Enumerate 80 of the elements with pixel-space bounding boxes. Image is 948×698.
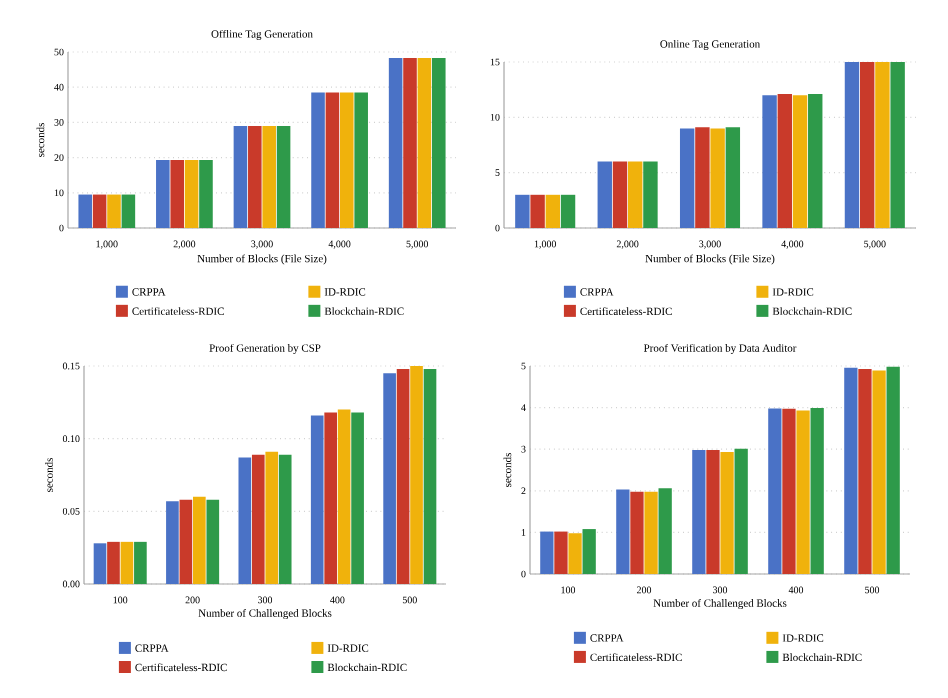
bar [859,61,875,228]
bar [431,57,446,228]
bar [734,448,748,574]
bar [340,92,354,228]
bar [354,92,368,228]
bar [725,127,741,228]
bar [78,194,93,228]
bar [616,489,630,574]
bar [628,161,643,228]
bar [310,415,324,584]
bar [238,457,252,584]
bar [166,501,179,584]
bar [107,194,121,228]
bar [396,368,410,584]
bar [644,491,658,574]
bar [156,160,170,228]
bar [337,409,351,584]
bar [193,496,206,584]
bar [251,454,265,584]
bar [768,408,782,574]
bar [199,160,213,228]
bar [170,160,184,228]
bar [388,57,403,228]
bar [540,531,554,574]
bar [351,412,364,584]
bar [810,408,824,574]
bar [515,194,530,228]
bar [630,491,644,574]
bar [262,125,276,228]
bar [872,370,886,574]
bar [875,61,890,228]
bar [248,125,262,228]
bar [706,450,720,574]
bar [560,194,576,228]
bar [762,95,777,228]
bar [93,543,107,584]
bar [417,57,432,228]
bar [120,541,134,584]
bar [692,450,706,574]
bar [710,128,725,228]
bar [792,95,808,228]
bar [545,194,561,228]
bar [530,194,545,228]
bar [184,160,199,228]
bar [679,128,695,228]
bar [134,541,147,584]
bar [403,57,417,228]
bar [695,127,710,228]
bar [568,533,582,574]
bar [643,161,658,228]
bar [276,125,291,228]
bar [325,92,340,228]
bar [658,488,672,574]
bar [886,366,900,574]
bar [582,529,596,574]
bar [265,451,279,584]
bar [324,412,337,584]
bar [808,94,823,228]
bar [777,94,793,228]
bar [554,531,568,574]
bar [844,367,858,574]
bar [383,373,396,584]
bar [890,61,905,228]
bar [206,499,220,584]
bar [597,161,612,228]
bar [233,125,248,228]
bar [844,61,860,228]
bar [121,194,136,228]
bar [311,92,325,228]
bar [423,368,437,584]
bar [858,368,872,574]
bar [107,541,120,584]
bar [782,408,796,574]
bar [796,410,810,574]
bar [720,452,734,574]
bar [410,366,423,584]
bar [278,454,292,584]
bar [92,194,107,228]
bar [612,161,628,228]
bar [179,499,193,584]
